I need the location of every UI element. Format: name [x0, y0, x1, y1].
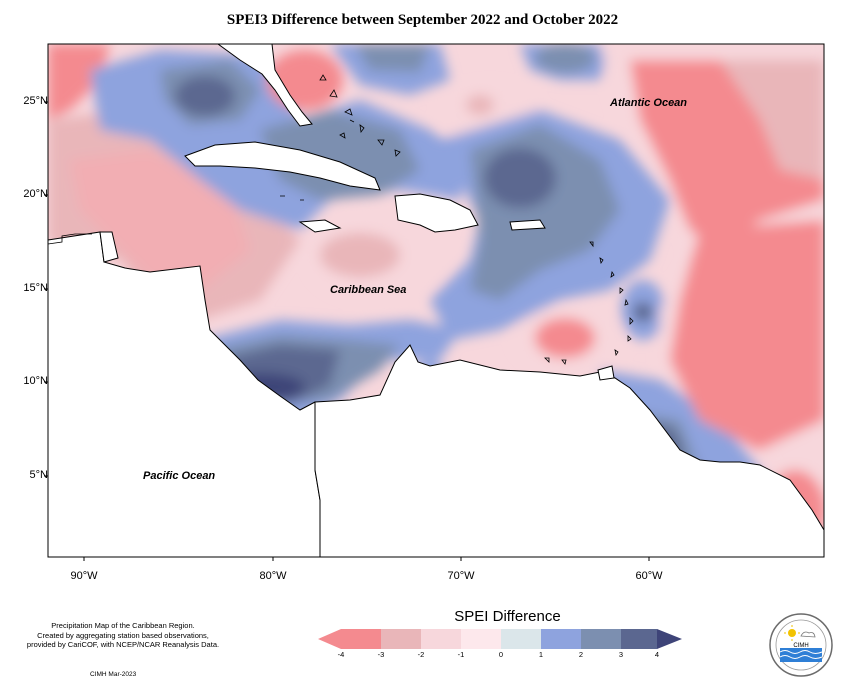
legend-tick: 1 — [538, 650, 544, 659]
lat-tick-10n: 10°N — [23, 375, 48, 387]
lon-tick-60w: 60°W — [635, 570, 663, 582]
footnote: Precipitation Map of the Caribbean Regio… — [8, 621, 238, 650]
label-caribbean-sea: Caribbean Sea — [330, 284, 407, 296]
map-title: SPEI3 Difference between September 2022 … — [226, 12, 619, 28]
legend-swatch — [541, 629, 581, 649]
legend-swatch — [381, 629, 421, 649]
legend-tick: 2 — [578, 650, 584, 659]
lon-tick-70w: 70°W — [447, 570, 475, 582]
credit: CIMH Mar-2023 — [90, 671, 137, 678]
legend-tick: 4 — [654, 650, 660, 659]
legend-tick: -3 — [377, 650, 385, 659]
cimh-logo: CIMH — [769, 613, 833, 677]
legend-swatch — [461, 629, 501, 649]
label-atlantic-ocean: Atlantic Ocean — [610, 97, 688, 109]
legend-swatch — [621, 629, 657, 649]
legend-colorbar — [318, 629, 682, 649]
footnote-line: provided by CariCOF, with NCEP/NCAR Rean… — [26, 640, 220, 649]
lat-tick-15n: 15°N — [23, 282, 48, 294]
legend-swatch — [421, 629, 461, 649]
lat-tick-5n: 5°N — [29, 469, 48, 481]
footnote-line: Created by aggregating station based obs… — [37, 630, 209, 640]
legend-arrow-low — [318, 629, 341, 649]
label-pacific-ocean: Pacific Ocean — [143, 470, 216, 482]
legend-swatch — [341, 629, 381, 649]
logo-text: CIMH — [793, 643, 808, 649]
footnote-line: Precipitation Map of the Caribbean Regio… — [51, 621, 195, 630]
lon-tick-90w: 90°W — [70, 570, 98, 582]
legend-tick: -2 — [417, 650, 425, 659]
legend-swatch — [581, 629, 621, 649]
legend-tick: -4 — [337, 650, 345, 659]
legend-arrow-high — [657, 629, 682, 649]
lat-tick-25n: 25°N — [23, 95, 48, 107]
legend-title: SPEI Difference — [454, 608, 561, 625]
land-masses — [48, 44, 824, 557]
legend-tick: 0 — [498, 650, 504, 659]
spei-field — [48, 44, 824, 557]
lon-tick-80w: 80°W — [259, 570, 287, 582]
legend-swatch — [501, 629, 541, 649]
legend-tick: -1 — [457, 650, 465, 659]
lat-tick-20n: 20°N — [23, 188, 48, 200]
legend-tick: 3 — [618, 650, 624, 659]
